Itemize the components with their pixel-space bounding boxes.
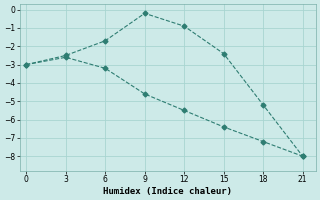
X-axis label: Humidex (Indice chaleur): Humidex (Indice chaleur) xyxy=(103,187,232,196)
